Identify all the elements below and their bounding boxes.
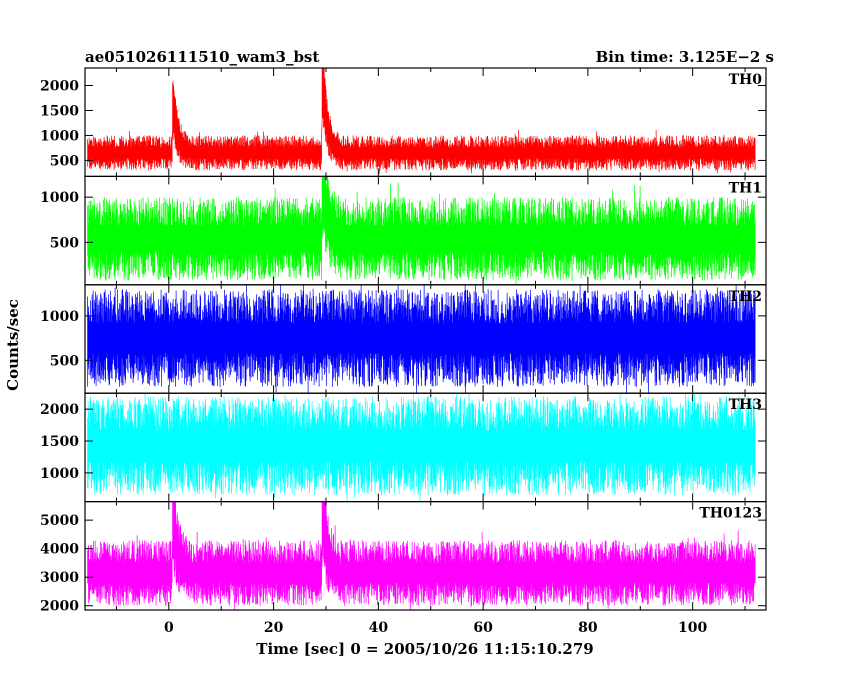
chart-title-left: ae051026111510_wam3_bst [85,48,319,66]
panel-label: TH0123 [699,506,762,522]
series-th0123 [87,501,756,611]
y-tick-label: 1500 [40,103,79,119]
x-tick-label: 0 [164,620,174,636]
y-tick-label: 500 [50,353,79,369]
panel-th2: 500 1000 TH2 [40,284,767,394]
y-axis-label: Counts/sec [4,299,22,391]
y-tick-label: 1500 [40,434,79,450]
panel-label: TH1 [729,180,762,196]
y-tick-label: 500 [50,235,79,251]
series-th1 [87,176,756,285]
y-tick-label: 2000 [40,599,79,615]
series-th2 [87,284,756,394]
series-th3 [87,393,756,502]
y-tick-label: 1000 [40,466,79,482]
panel-frame [84,501,767,611]
y-tick-label: 3000 [40,570,79,586]
panel-label: TH3 [729,397,762,413]
panel-th0: 500 1000 1500 2000 TH0 [40,67,767,178]
x-axis-label: Time [sec] 0 = 2005/10/26 11:15:10.279 [256,640,593,658]
y-tick-label: 4000 [40,542,79,558]
y-tick-label: 2000 [40,78,79,94]
y-tick-label: 1000 [40,128,79,144]
panel-th0123: 2000 3000 4000 5000 TH0123 [40,501,767,615]
panel-th1: 500 1000 TH1 [40,175,767,286]
y-tick-label: 2000 [40,402,79,418]
series-th0 [87,67,756,174]
chart-title-right: Bin time: 3.125E−2 s [596,48,774,66]
x-tick-label: 20 [264,620,284,636]
panel-label: TH2 [729,289,762,305]
y-tick-label: 500 [50,153,79,169]
panel-label: TH0 [729,72,763,88]
y-tick-label: 1000 [40,190,79,206]
x-tick-label: 100 [678,620,707,636]
y-tick-label: 5000 [40,513,79,529]
y-tick-label: 1000 [40,309,79,325]
x-tick-label: 40 [369,620,389,636]
panel-th3: 1000 1500 2000 TH3 [40,392,767,503]
x-tick-label: 80 [578,620,598,636]
x-tick-label: 60 [473,620,493,636]
